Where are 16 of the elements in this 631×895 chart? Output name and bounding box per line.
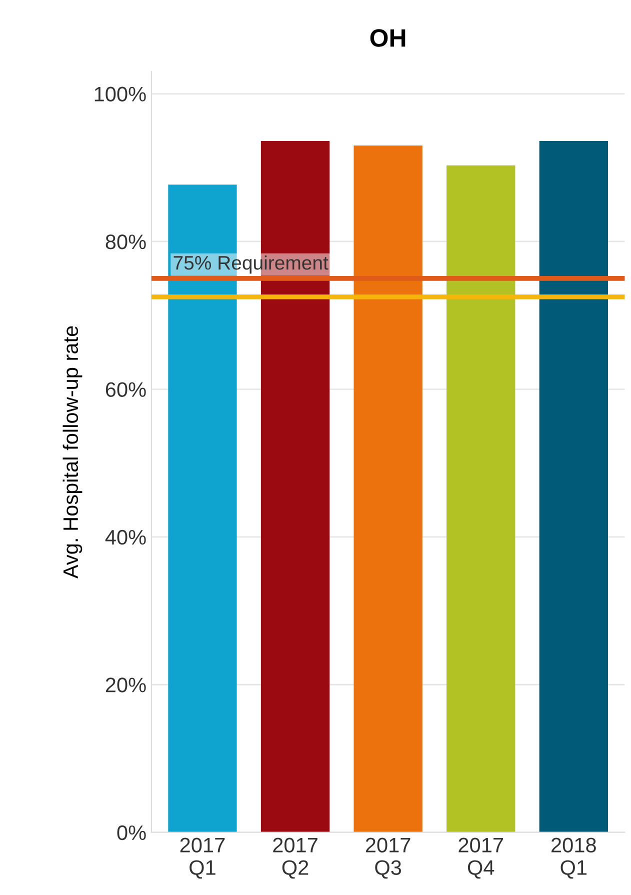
chart-title: OH	[370, 29, 406, 47]
x-tick-label: 2018 Q1	[552, 838, 596, 879]
x-tick-label: 2017 Q3	[366, 838, 410, 879]
y-tick-label: 100%	[94, 86, 146, 102]
x-tick-label: 2017 Q4	[458, 838, 503, 879]
x-tick-label: 2017 Q2	[273, 838, 318, 879]
y-tick-label: 20%	[106, 678, 146, 692]
y-axis-title: Avg. Hospital follow-up rate	[62, 326, 82, 579]
y-tick-label: 40%	[105, 530, 146, 545]
y-tick-label: 0%	[117, 825, 146, 840]
bar	[446, 165, 516, 832]
x-tick-label: 2017 Q1	[180, 838, 225, 879]
y-tick-label: 60%	[106, 382, 146, 397]
bar	[539, 141, 608, 832]
y-tick-label: 80%	[106, 234, 146, 250]
bar	[354, 145, 422, 832]
